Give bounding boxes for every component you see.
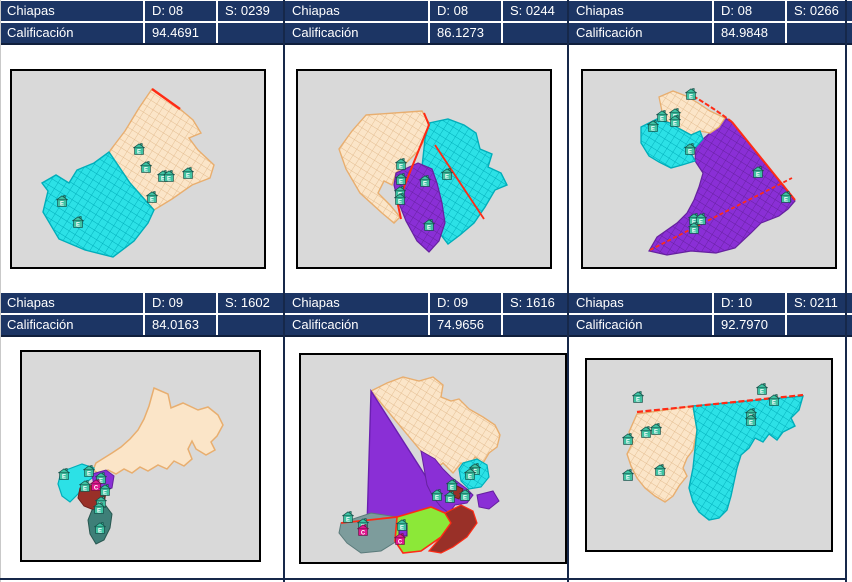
house-icon (622, 469, 634, 481)
house-icon (342, 511, 354, 523)
map-region-cyan (688, 395, 804, 521)
panel-1: Chiapas D: 08 S: 0239 Calificación 94.46… (0, 0, 283, 288)
house-icon (685, 88, 697, 100)
house-icon (768, 394, 780, 406)
state-cell[interactable]: Chiapas (569, 293, 712, 313)
map-red-boundary (434, 144, 485, 220)
state-cell[interactable]: Chiapas (569, 1, 712, 21)
score-label-cell[interactable]: Calificación (0, 23, 143, 43)
score-label-cell[interactable]: Calificación (569, 23, 712, 43)
sheet-left-edge (0, 0, 1, 582)
map-region-purple (476, 490, 500, 510)
score-value-cell[interactable]: 94.4691 (145, 23, 216, 43)
panel-2: Chiapas D: 08 S: 0244 Calificación 86.12… (285, 0, 568, 288)
map-region-cyan (40, 151, 155, 258)
district-cell[interactable]: D: 08 (145, 1, 216, 21)
district-cell[interactable]: D: 09 (145, 293, 216, 313)
house-icon (632, 391, 644, 403)
panel-6: Chiapas D: 10 S: 0211 Calificación 92.79… (569, 292, 852, 580)
section-cell[interactable]: S: 0211 (787, 293, 852, 313)
score-value-cell[interactable]: 92.7970 (714, 315, 785, 335)
section-cell[interactable]: S: 0266 (787, 1, 852, 21)
map-region-cream (369, 376, 501, 475)
house-icon (756, 383, 768, 395)
empty-cell[interactable] (503, 315, 568, 335)
state-cell[interactable]: Chiapas (285, 293, 428, 313)
section-cell[interactable]: S: 0239 (218, 1, 283, 21)
panel-3: Chiapas D: 08 S: 0266 Calificación 84.98… (569, 0, 852, 288)
map-red-boundary (731, 121, 796, 201)
score-label-cell[interactable]: Calificación (285, 315, 428, 335)
score-value-cell[interactable]: 86.1273 (430, 23, 501, 43)
map-red-boundary (396, 112, 431, 220)
state-cell[interactable]: Chiapas (0, 293, 143, 313)
panel-4: Chiapas D: 09 S: 1602 Calificación 84.01… (0, 292, 283, 580)
bottom-border (0, 578, 847, 580)
district-cell[interactable]: D: 10 (714, 293, 785, 313)
panel-4-header: Chiapas D: 09 S: 1602 Calificación 84.01… (0, 292, 283, 337)
section-map-0211[interactable] (585, 358, 833, 552)
map-red-boundary (649, 177, 793, 251)
empty-cell[interactable] (218, 23, 283, 43)
section-cell[interactable]: S: 1602 (218, 293, 283, 313)
district-cell[interactable]: D: 09 (430, 293, 501, 313)
section-map-1616[interactable] (299, 353, 567, 564)
state-cell[interactable]: Chiapas (0, 1, 143, 21)
panel-5-header: Chiapas D: 09 S: 1616 Calificación 74.96… (285, 292, 568, 337)
map-region-slate (338, 512, 406, 554)
panel-1-header: Chiapas D: 08 S: 0239 Calificación 94.46… (0, 0, 283, 45)
map-region-cream (108, 88, 215, 211)
panel-2-header: Chiapas D: 08 S: 0244 Calificación 86.12… (285, 0, 568, 45)
section-cell[interactable]: S: 0244 (503, 1, 568, 21)
column-divider (283, 0, 285, 582)
empty-cell[interactable] (218, 315, 283, 335)
section-cell[interactable]: S: 1616 (503, 293, 568, 313)
map-region-cream (626, 405, 698, 503)
map-region-maroon (427, 504, 478, 554)
state-cell[interactable]: Chiapas (285, 1, 428, 21)
score-value-cell[interactable]: 84.0163 (145, 315, 216, 335)
empty-cell[interactable] (503, 23, 568, 43)
section-map-0244[interactable] (296, 69, 552, 269)
empty-cell[interactable] (787, 23, 852, 43)
panel-6-header: Chiapas D: 10 S: 0211 Calificación 92.79… (569, 292, 852, 337)
score-value-cell[interactable]: 74.9656 (430, 315, 501, 335)
section-map-0266[interactable] (581, 69, 837, 269)
column-divider (567, 0, 569, 582)
score-label-cell[interactable]: Calificación (569, 315, 712, 335)
map-region-cream (92, 386, 224, 476)
empty-cell[interactable] (787, 315, 852, 335)
district-cell[interactable]: D: 08 (714, 1, 785, 21)
panel-5: Chiapas D: 09 S: 1616 Calificación 74.96… (285, 292, 568, 580)
section-map-0239[interactable] (10, 69, 266, 269)
map-red-boundary (692, 95, 733, 123)
section-map-1602[interactable] (20, 350, 261, 562)
score-value-cell[interactable]: 84.9848 (714, 23, 785, 43)
district-cell[interactable]: D: 08 (430, 1, 501, 21)
map-red-boundary (151, 88, 181, 110)
score-label-cell[interactable]: Calificación (285, 23, 428, 43)
score-label-cell[interactable]: Calificación (0, 315, 143, 335)
column-divider (845, 0, 847, 582)
panel-3-header: Chiapas D: 08 S: 0266 Calificación 84.98… (569, 0, 852, 45)
